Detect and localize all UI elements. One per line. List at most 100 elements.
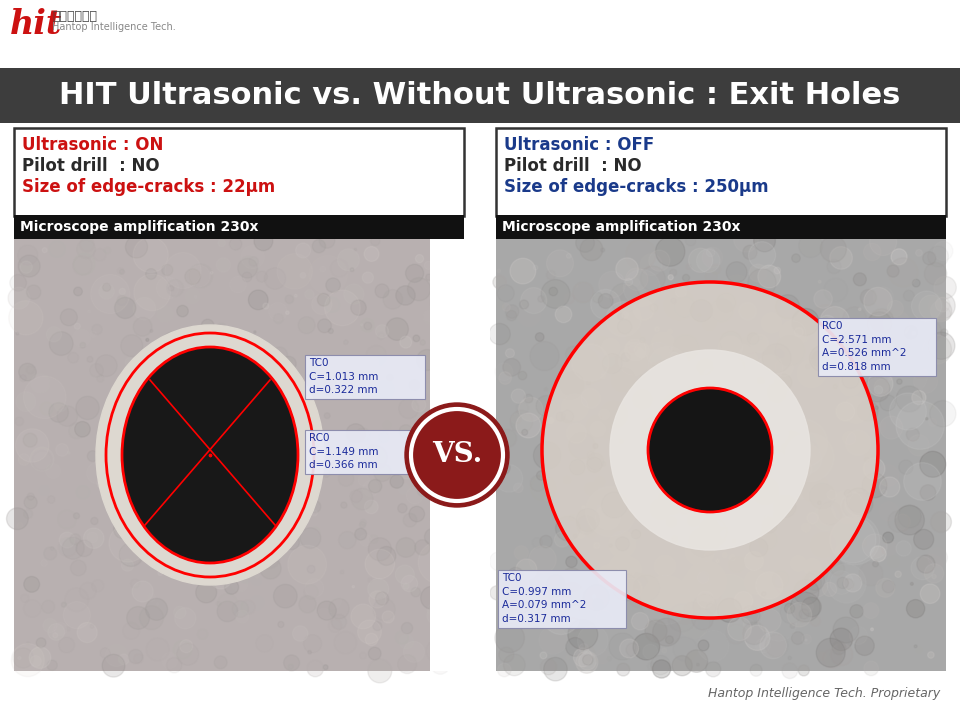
Circle shape: [503, 654, 525, 675]
Circle shape: [99, 284, 114, 300]
Circle shape: [889, 393, 926, 430]
Circle shape: [146, 269, 156, 279]
Circle shape: [147, 593, 156, 601]
Circle shape: [734, 592, 753, 610]
Circle shape: [865, 377, 890, 402]
Circle shape: [303, 634, 322, 653]
Circle shape: [181, 431, 192, 441]
Circle shape: [304, 585, 318, 599]
Circle shape: [7, 508, 28, 530]
Circle shape: [794, 593, 798, 596]
Circle shape: [390, 474, 403, 488]
Circle shape: [146, 638, 169, 661]
Circle shape: [686, 561, 726, 601]
Circle shape: [283, 393, 290, 400]
Circle shape: [416, 255, 423, 263]
Circle shape: [593, 543, 600, 549]
Circle shape: [198, 629, 207, 639]
Circle shape: [556, 412, 565, 421]
Circle shape: [896, 354, 900, 358]
Circle shape: [906, 600, 924, 618]
Circle shape: [684, 603, 701, 619]
Circle shape: [249, 290, 268, 310]
Circle shape: [722, 275, 751, 304]
Circle shape: [827, 259, 841, 274]
Circle shape: [750, 665, 762, 676]
Circle shape: [834, 323, 858, 347]
Circle shape: [625, 339, 646, 361]
Circle shape: [706, 533, 719, 545]
Circle shape: [495, 460, 510, 475]
Circle shape: [928, 418, 937, 426]
Circle shape: [648, 346, 688, 387]
Circle shape: [364, 446, 387, 469]
Circle shape: [497, 302, 504, 308]
Circle shape: [156, 277, 179, 300]
Circle shape: [714, 437, 733, 456]
Circle shape: [843, 579, 853, 590]
Circle shape: [201, 383, 210, 394]
Circle shape: [50, 487, 62, 500]
Circle shape: [645, 620, 667, 642]
Circle shape: [863, 603, 879, 618]
Circle shape: [597, 505, 602, 510]
Circle shape: [274, 585, 298, 608]
Circle shape: [351, 488, 373, 510]
Circle shape: [774, 350, 783, 359]
Circle shape: [749, 242, 776, 269]
Circle shape: [626, 240, 656, 269]
Circle shape: [590, 421, 606, 437]
Circle shape: [688, 248, 712, 272]
Circle shape: [70, 534, 81, 545]
Circle shape: [117, 407, 135, 426]
Circle shape: [92, 580, 104, 592]
Circle shape: [32, 451, 52, 470]
Circle shape: [57, 406, 78, 426]
Circle shape: [440, 553, 449, 562]
Circle shape: [609, 633, 636, 660]
Circle shape: [361, 319, 374, 332]
Circle shape: [791, 631, 804, 644]
Circle shape: [650, 304, 658, 312]
Circle shape: [706, 603, 715, 613]
Circle shape: [274, 451, 296, 473]
Circle shape: [518, 591, 535, 608]
Circle shape: [720, 331, 742, 354]
Circle shape: [320, 233, 335, 248]
Circle shape: [664, 289, 694, 320]
Circle shape: [125, 358, 134, 366]
Circle shape: [595, 337, 610, 351]
Circle shape: [122, 389, 134, 402]
Circle shape: [697, 663, 699, 666]
Circle shape: [626, 328, 639, 342]
Circle shape: [490, 552, 509, 571]
Circle shape: [857, 400, 878, 421]
Circle shape: [533, 265, 538, 270]
Circle shape: [225, 524, 230, 531]
Circle shape: [408, 278, 430, 301]
Circle shape: [927, 332, 955, 359]
Circle shape: [924, 564, 944, 583]
Circle shape: [576, 233, 594, 252]
Circle shape: [579, 652, 596, 670]
Circle shape: [794, 328, 804, 337]
Circle shape: [582, 506, 585, 509]
Circle shape: [307, 660, 324, 677]
Circle shape: [238, 258, 257, 278]
Circle shape: [806, 575, 828, 597]
Circle shape: [731, 359, 745, 372]
Circle shape: [576, 651, 598, 673]
Circle shape: [927, 246, 948, 267]
Circle shape: [369, 590, 386, 608]
Circle shape: [827, 564, 866, 603]
Circle shape: [317, 356, 339, 379]
Circle shape: [673, 637, 697, 661]
Circle shape: [540, 536, 552, 548]
Circle shape: [440, 357, 459, 376]
Circle shape: [221, 393, 252, 425]
Circle shape: [838, 644, 843, 648]
Circle shape: [268, 474, 282, 489]
Circle shape: [173, 565, 176, 567]
Circle shape: [448, 282, 459, 292]
Circle shape: [403, 513, 417, 527]
